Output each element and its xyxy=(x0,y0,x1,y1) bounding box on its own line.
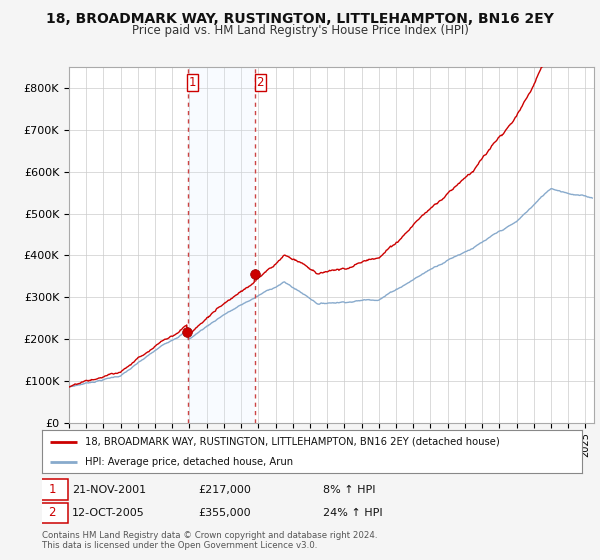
Text: Price paid vs. HM Land Registry's House Price Index (HPI): Price paid vs. HM Land Registry's House … xyxy=(131,24,469,36)
Text: £217,000: £217,000 xyxy=(199,485,251,495)
Text: 8% ↑ HPI: 8% ↑ HPI xyxy=(323,485,376,495)
Bar xyxy=(188,67,255,423)
Text: 1: 1 xyxy=(189,76,197,89)
Text: 12-OCT-2005: 12-OCT-2005 xyxy=(72,508,145,518)
Text: 18, BROADMARK WAY, RUSTINGTON, LITTLEHAMPTON, BN16 2EY (detached house): 18, BROADMARK WAY, RUSTINGTON, LITTLEHAM… xyxy=(85,437,500,447)
Text: Contains HM Land Registry data © Crown copyright and database right 2024.: Contains HM Land Registry data © Crown c… xyxy=(42,531,377,540)
Text: 1: 1 xyxy=(49,483,56,496)
Text: 2: 2 xyxy=(49,506,56,520)
Text: 21-NOV-2001: 21-NOV-2001 xyxy=(72,485,146,495)
FancyBboxPatch shape xyxy=(37,503,68,523)
Text: 18, BROADMARK WAY, RUSTINGTON, LITTLEHAMPTON, BN16 2EY: 18, BROADMARK WAY, RUSTINGTON, LITTLEHAM… xyxy=(46,12,554,26)
Text: 2: 2 xyxy=(256,76,264,89)
Text: £355,000: £355,000 xyxy=(199,508,251,518)
FancyBboxPatch shape xyxy=(37,479,68,500)
Text: This data is licensed under the Open Government Licence v3.0.: This data is licensed under the Open Gov… xyxy=(42,541,317,550)
Text: HPI: Average price, detached house, Arun: HPI: Average price, detached house, Arun xyxy=(85,458,293,467)
Text: 24% ↑ HPI: 24% ↑ HPI xyxy=(323,508,382,518)
